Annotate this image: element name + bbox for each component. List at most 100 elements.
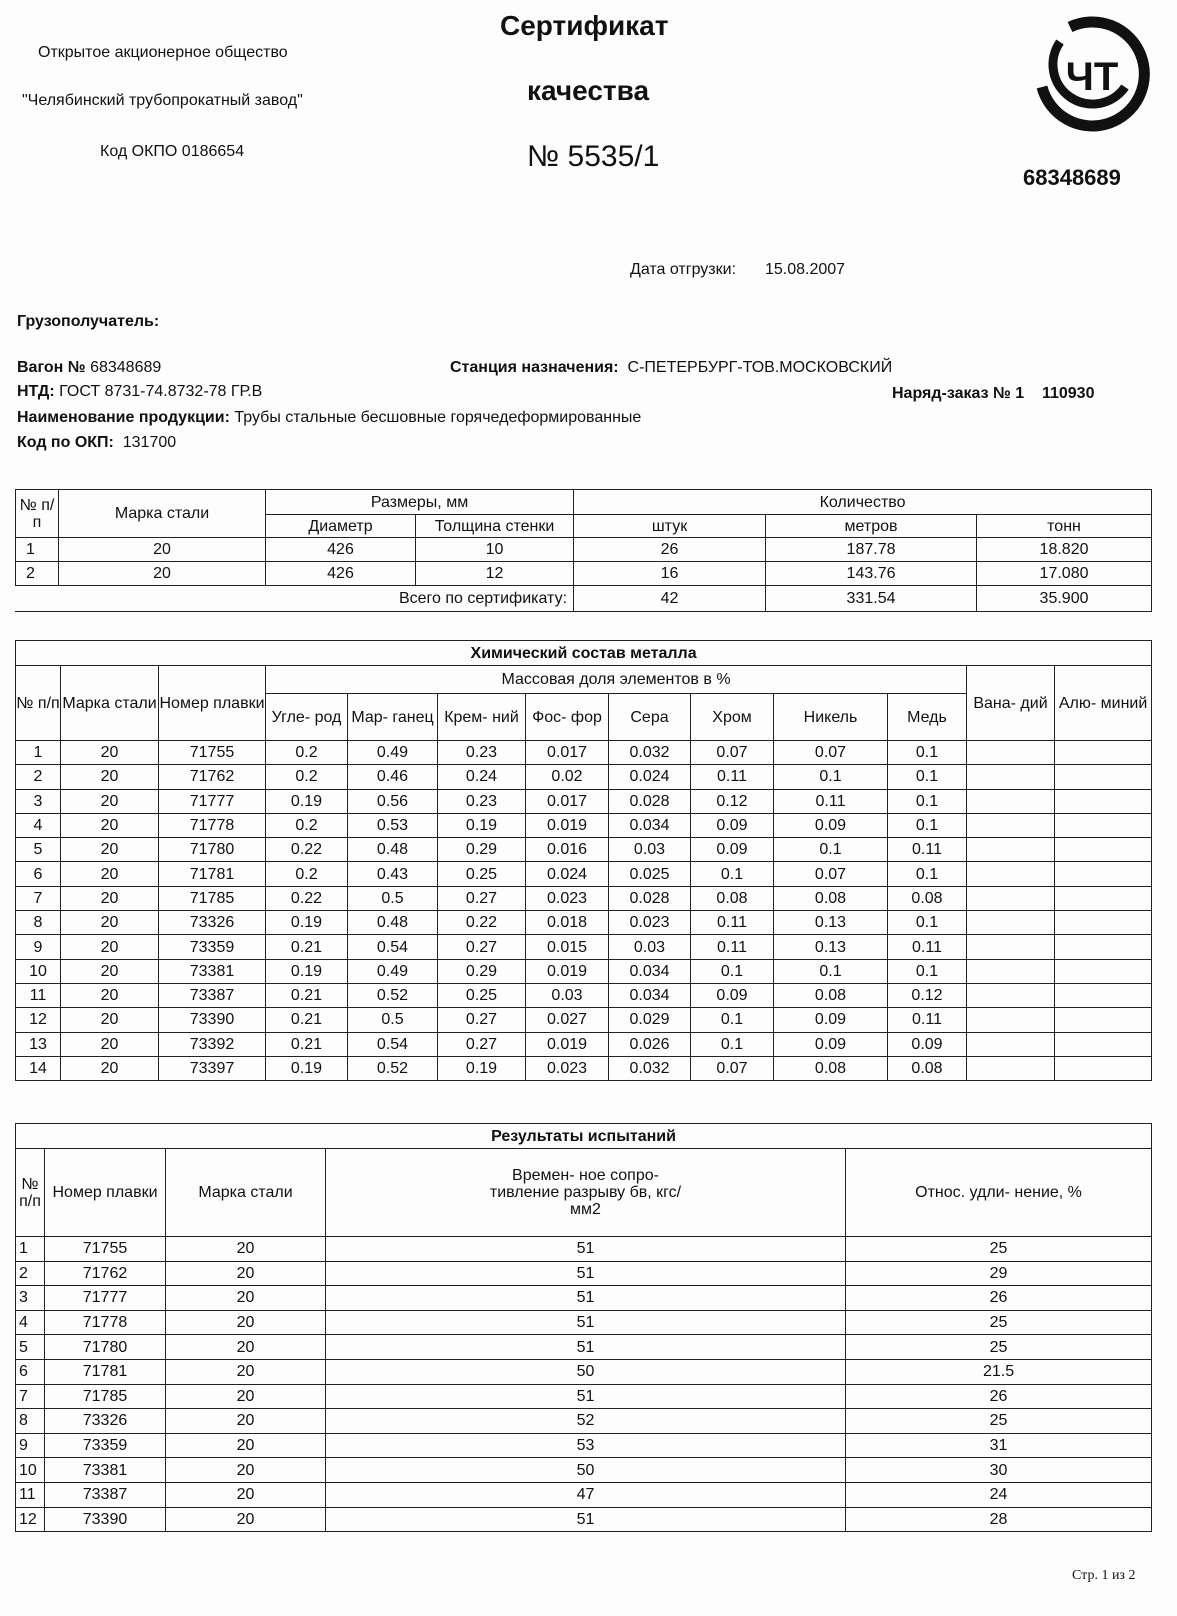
table-cell: 51 <box>325 1383 846 1410</box>
table-cell: 0.11 <box>887 934 967 960</box>
table-cell: 20 <box>165 1334 326 1360</box>
table-cell: 0.43 <box>347 861 438 887</box>
table-cell: 3 <box>15 788 61 814</box>
table-cell: 18.820 <box>976 537 1153 562</box>
table-cell: 0.025 <box>608 861 691 887</box>
table-cell: 5 <box>15 1334 45 1360</box>
product-name: Трубы стальные бесшовные горячедеформиро… <box>234 409 642 426</box>
column-header: Номер плавки <box>44 1148 166 1237</box>
table-cell: 20 <box>165 1408 326 1434</box>
table-cell: 51 <box>325 1260 846 1287</box>
table-cell: 0.017 <box>525 788 609 814</box>
table-cell: 0.19 <box>265 910 348 936</box>
table-cell <box>966 910 1055 936</box>
table-cell: 0.1 <box>887 861 967 887</box>
table-cell: 20 <box>60 958 159 984</box>
table-cell: 0.11 <box>773 788 888 814</box>
table-cell: 13 <box>15 1031 61 1057</box>
table-cell: 0.08 <box>887 1055 967 1082</box>
company-logo-icon: ЧТ <box>1036 16 1150 132</box>
table-cell <box>966 788 1055 814</box>
tests-title: Результаты испытаний <box>14 1123 1153 1149</box>
table-cell <box>1053 788 1153 814</box>
table-cell: 73390 <box>44 1506 166 1533</box>
table-row: 3 71777 20 51 26 <box>15 1285 1153 1311</box>
table-cell: 20 <box>58 561 266 586</box>
table-cell <box>966 958 1055 984</box>
table-cell: 73381 <box>44 1457 166 1483</box>
table-cell: 0.13 <box>773 934 888 960</box>
table-cell: 71780 <box>158 837 266 863</box>
table-cell <box>1053 982 1153 1009</box>
table-cell: 2 <box>15 1260 45 1287</box>
table-cell: 0.023 <box>525 1055 609 1082</box>
chemistry-title: Химический состав металла <box>14 640 1153 666</box>
table-cell: 10 <box>15 1457 45 1483</box>
table-cell: 11 <box>15 1481 45 1508</box>
table-cell: 12 <box>15 1506 45 1533</box>
table-cell: 0.09 <box>773 1007 888 1033</box>
table-row: 6 20 71781 0.2 0.43 0.25 0.024 0.025 0.1 0.07 0.1 <box>15 861 1153 887</box>
table-cell: 8 <box>15 1408 45 1434</box>
table-cell: 31 <box>844 1432 1153 1459</box>
table-cell: 0.1 <box>887 812 967 839</box>
table-cell: 73387 <box>44 1481 166 1508</box>
table-cell: 20 <box>165 1506 326 1533</box>
column-header: Марка стали <box>165 1148 326 1237</box>
table-cell: 0.1 <box>773 837 888 863</box>
col-wall: Толщина стенки <box>414 514 575 538</box>
table-cell: 20 <box>165 1285 326 1311</box>
table-cell: 0.029 <box>608 1007 691 1033</box>
table-cell: 0.2 <box>265 861 348 887</box>
table-cell: 51 <box>325 1334 846 1360</box>
table-cell: 11 <box>15 982 61 1009</box>
table-cell: 0.25 <box>437 861 526 887</box>
table-row: 1 20 71755 0.2 0.49 0.23 0.017 0.032 0.07 0.07 0.1 <box>15 739 1153 766</box>
table-cell: 0.49 <box>347 739 438 766</box>
col-grade: Марка стали <box>58 489 266 538</box>
products-table: № п/п Марка стали Размеры, мм Количество Ди… <box>15 489 1153 612</box>
table-cell: 20 <box>165 1358 326 1385</box>
table-cell: 20 <box>60 812 159 839</box>
table-cell: 0.24 <box>437 764 526 790</box>
table-cell: 73359 <box>158 934 266 960</box>
table-cell: 0.29 <box>437 837 526 863</box>
ntd-label: НТД: <box>17 383 55 400</box>
table-cell: 0.07 <box>773 861 888 887</box>
table-cell: 143.76 <box>765 561 978 586</box>
table-cell: 4 <box>15 1309 45 1336</box>
column-header: Алю- миний <box>1053 665 1153 741</box>
table-cell: 0.1 <box>887 910 967 936</box>
table-cell: 71778 <box>158 812 266 839</box>
table-cell: 0.49 <box>347 958 438 984</box>
table-cell: 20 <box>60 739 159 766</box>
table-cell: 0.27 <box>437 1007 526 1033</box>
doc-title-2: качества <box>527 75 650 106</box>
table-cell: 0.1 <box>887 764 967 790</box>
table-cell: 0.12 <box>690 788 774 814</box>
table-cell: 0.1 <box>773 764 888 790</box>
table-cell: 12 <box>414 561 575 586</box>
table-cell: 51 <box>325 1236 846 1262</box>
table-cell: 71780 <box>44 1334 166 1360</box>
consignee-label: Грузополучатель: <box>17 313 160 330</box>
total-meters: 331.54 <box>765 585 978 612</box>
table-cell: 6 <box>15 1358 45 1385</box>
table-cell: 20 <box>165 1260 326 1287</box>
table-cell: 20 <box>165 1432 326 1459</box>
table-cell: 20 <box>60 885 159 912</box>
table-cell <box>966 837 1055 863</box>
table-cell <box>966 739 1055 766</box>
table-cell: 20 <box>165 1236 326 1262</box>
table-cell: 9 <box>15 1432 45 1459</box>
table-cell: 0.032 <box>608 1055 691 1082</box>
table-cell: 0.48 <box>347 910 438 936</box>
table-cell: 0.19 <box>437 1055 526 1082</box>
table-cell: 0.21 <box>265 1031 348 1057</box>
table-cell: 0.25 <box>437 982 526 1009</box>
table-row: 13 20 73392 0.21 0.54 0.27 0.019 0.026 0.1 0.09 0.… <box>15 1031 1153 1057</box>
table-cell: 16 <box>573 561 767 586</box>
table-cell: 0.12 <box>887 982 967 1009</box>
table-cell <box>1053 764 1153 790</box>
